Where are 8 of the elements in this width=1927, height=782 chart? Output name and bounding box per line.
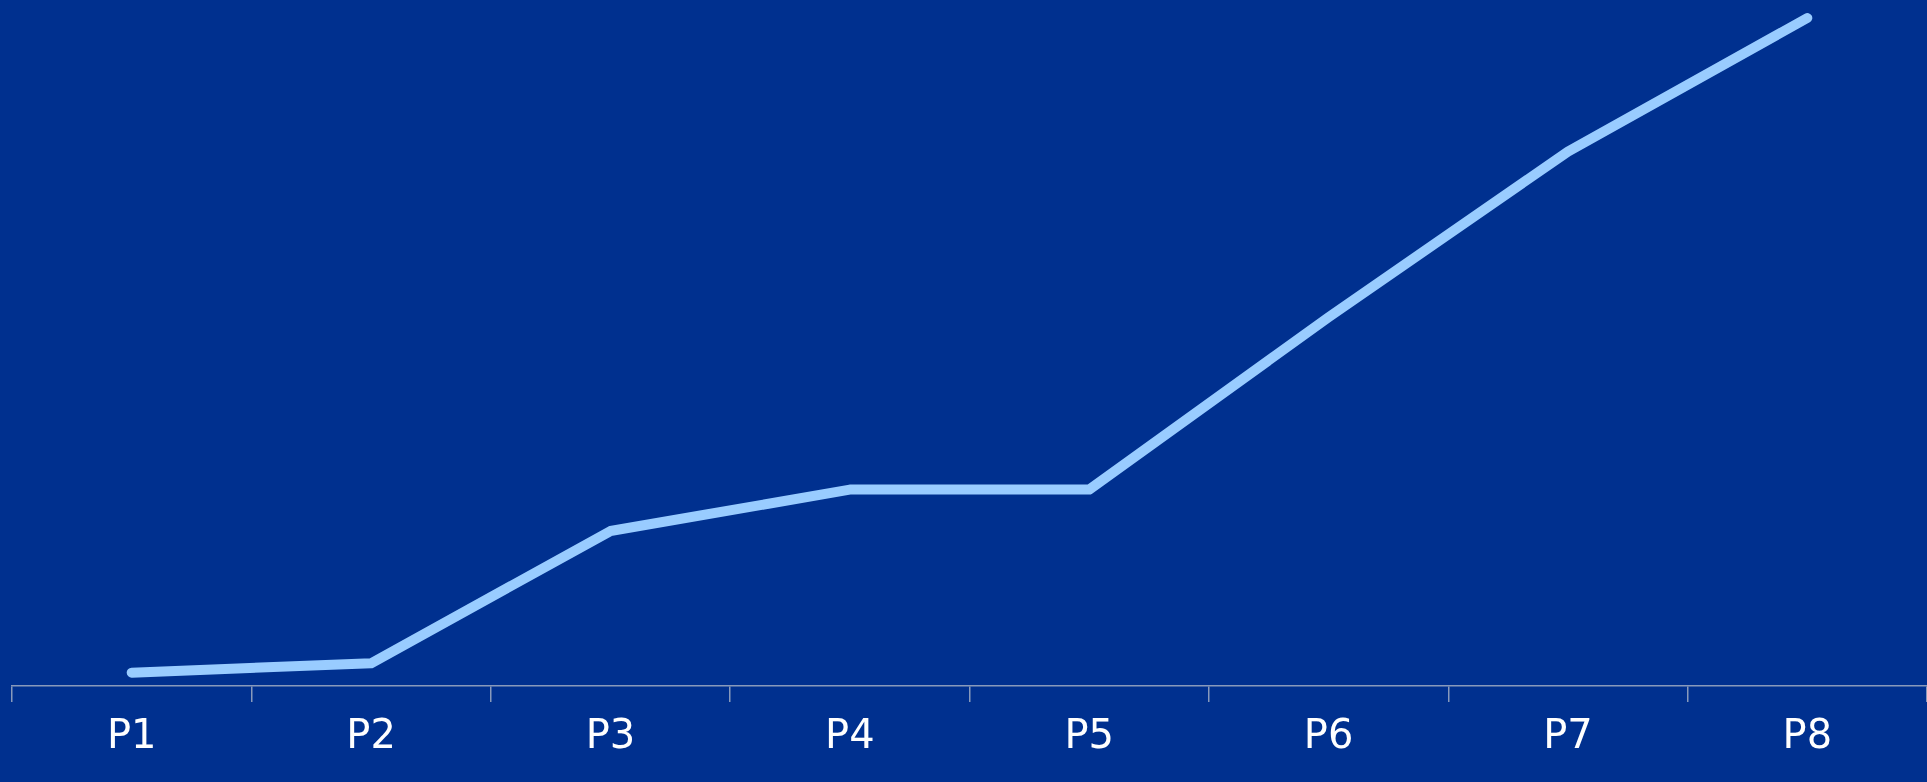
- x-tick-label: P6: [1303, 711, 1354, 758]
- x-tick-label: P3: [585, 711, 636, 758]
- x-tick-label: P8: [1782, 711, 1833, 758]
- x-tick-label: P1: [106, 711, 157, 758]
- x-tick-label: P2: [346, 711, 396, 758]
- x-tick-label: P7: [1543, 711, 1593, 758]
- x-tick-label: P5: [1064, 711, 1114, 758]
- x-tick-label: P4: [825, 711, 875, 758]
